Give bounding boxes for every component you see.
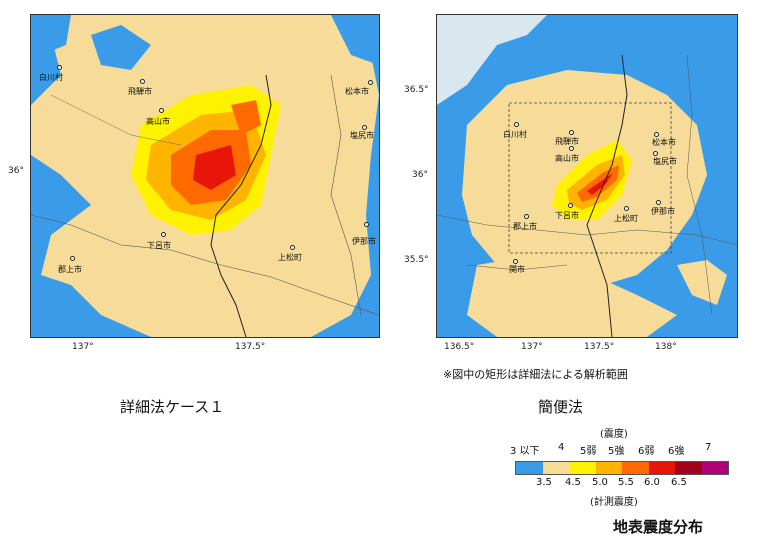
city-label-ina: 伊那市	[651, 207, 675, 216]
city-marker	[290, 245, 295, 250]
simplified-map-shading	[437, 15, 737, 337]
city-label-shirakawa: 白川村	[39, 73, 63, 82]
legend-swatch	[622, 462, 649, 474]
city-marker	[513, 259, 518, 264]
city-label-gero: 下呂市	[147, 241, 171, 250]
legend-swatch	[701, 462, 728, 474]
legend-intensity-5l: 5弱	[580, 446, 597, 457]
legend-top-label: (震度)	[600, 429, 628, 440]
city-label-agematsu: 上松町	[614, 214, 638, 223]
city-label-gujo: 郡上市	[58, 265, 82, 274]
city-marker	[368, 80, 373, 85]
city-label-ina: 伊那市	[352, 237, 376, 246]
city-marker	[624, 206, 629, 211]
legend-value-6-0: 6.0	[644, 477, 660, 488]
left-y-tick-1: 36°	[8, 166, 24, 176]
detailed-map-shading	[31, 15, 379, 337]
city-marker	[57, 65, 62, 70]
city-label-agematsu: 上松町	[278, 253, 302, 262]
city-marker	[653, 151, 658, 156]
right-x-tick-1: 136.5°	[444, 342, 475, 352]
city-marker	[364, 222, 369, 227]
legend-intensity-6l: 6弱	[638, 446, 655, 457]
right-y-tick-2: 36°	[412, 170, 428, 180]
legend-value-6-5: 6.5	[671, 477, 687, 488]
city-label-gujo: 郡上市	[513, 222, 537, 231]
city-marker	[569, 146, 574, 151]
detailed-method-map	[30, 14, 380, 338]
city-label-takayama: 高山市	[555, 154, 579, 163]
legend-intensity-7: 7	[705, 442, 712, 453]
legend-color-bar	[515, 461, 729, 475]
right-map-caption: 簡便法	[538, 398, 584, 416]
legend-intensity-4: 4	[558, 442, 565, 453]
city-marker	[159, 108, 164, 113]
legend-value-5-0: 5.0	[592, 477, 608, 488]
legend-intensity-6u: 6強	[668, 446, 685, 457]
legend-swatch	[569, 462, 596, 474]
city-label-matsumoto: 松本市	[652, 138, 676, 147]
legend-bottom-label: (計測震度)	[590, 497, 638, 508]
legend-intensity-3: 3 以下	[510, 446, 540, 457]
left-map-caption: 詳細法ケース１	[120, 398, 225, 416]
right-y-tick-3: 35.5°	[404, 255, 429, 265]
city-marker	[569, 130, 574, 135]
legend-title: 地表震度分布	[613, 518, 704, 536]
left-x-tick-1: 137°	[72, 342, 94, 352]
legend-value-5-5: 5.5	[618, 477, 634, 488]
city-marker	[568, 203, 573, 208]
analysis-range-note: ※図中の矩形は詳細法による解析範囲	[443, 368, 628, 381]
city-label-gero: 下呂市	[555, 211, 579, 220]
legend-swatch	[648, 462, 675, 474]
legend-value-4-5: 4.5	[565, 477, 581, 488]
right-x-tick-2: 137°	[521, 342, 543, 352]
legend-swatch	[516, 462, 543, 474]
city-marker	[514, 122, 519, 127]
city-label-shiojiri: 塩尻市	[350, 131, 374, 140]
city-label-seki: 関市	[509, 265, 525, 274]
right-x-tick-3: 137.5°	[584, 342, 615, 352]
city-marker	[654, 132, 659, 137]
city-marker	[70, 256, 75, 261]
city-marker	[524, 214, 529, 219]
city-label-matsumoto: 松本市	[345, 87, 369, 96]
city-label-hida: 飛騨市	[555, 137, 579, 146]
city-label-shirakawa: 白川村	[503, 130, 527, 139]
city-label-shiojiri: 塩尻市	[653, 157, 677, 166]
city-marker	[140, 79, 145, 84]
legend-swatch	[675, 462, 702, 474]
city-label-takayama: 高山市	[146, 117, 170, 126]
city-marker	[656, 200, 661, 205]
left-x-tick-2: 137.5°	[235, 342, 266, 352]
city-label-hida: 飛騨市	[128, 87, 152, 96]
legend-swatch	[542, 462, 569, 474]
legend-value-3-5: 3.5	[536, 477, 552, 488]
right-y-tick-1: 36.5°	[404, 85, 429, 95]
city-marker	[161, 232, 166, 237]
right-x-tick-4: 138°	[655, 342, 677, 352]
city-marker	[362, 125, 367, 130]
intensity-legend: (震度) 3 以下 4 5弱 5強 6弱 6強 7 3.5 4.5 5.0 5.…	[510, 425, 735, 510]
legend-swatch	[595, 462, 622, 474]
simplified-method-map	[436, 14, 738, 338]
legend-intensity-5u: 5強	[608, 446, 625, 457]
